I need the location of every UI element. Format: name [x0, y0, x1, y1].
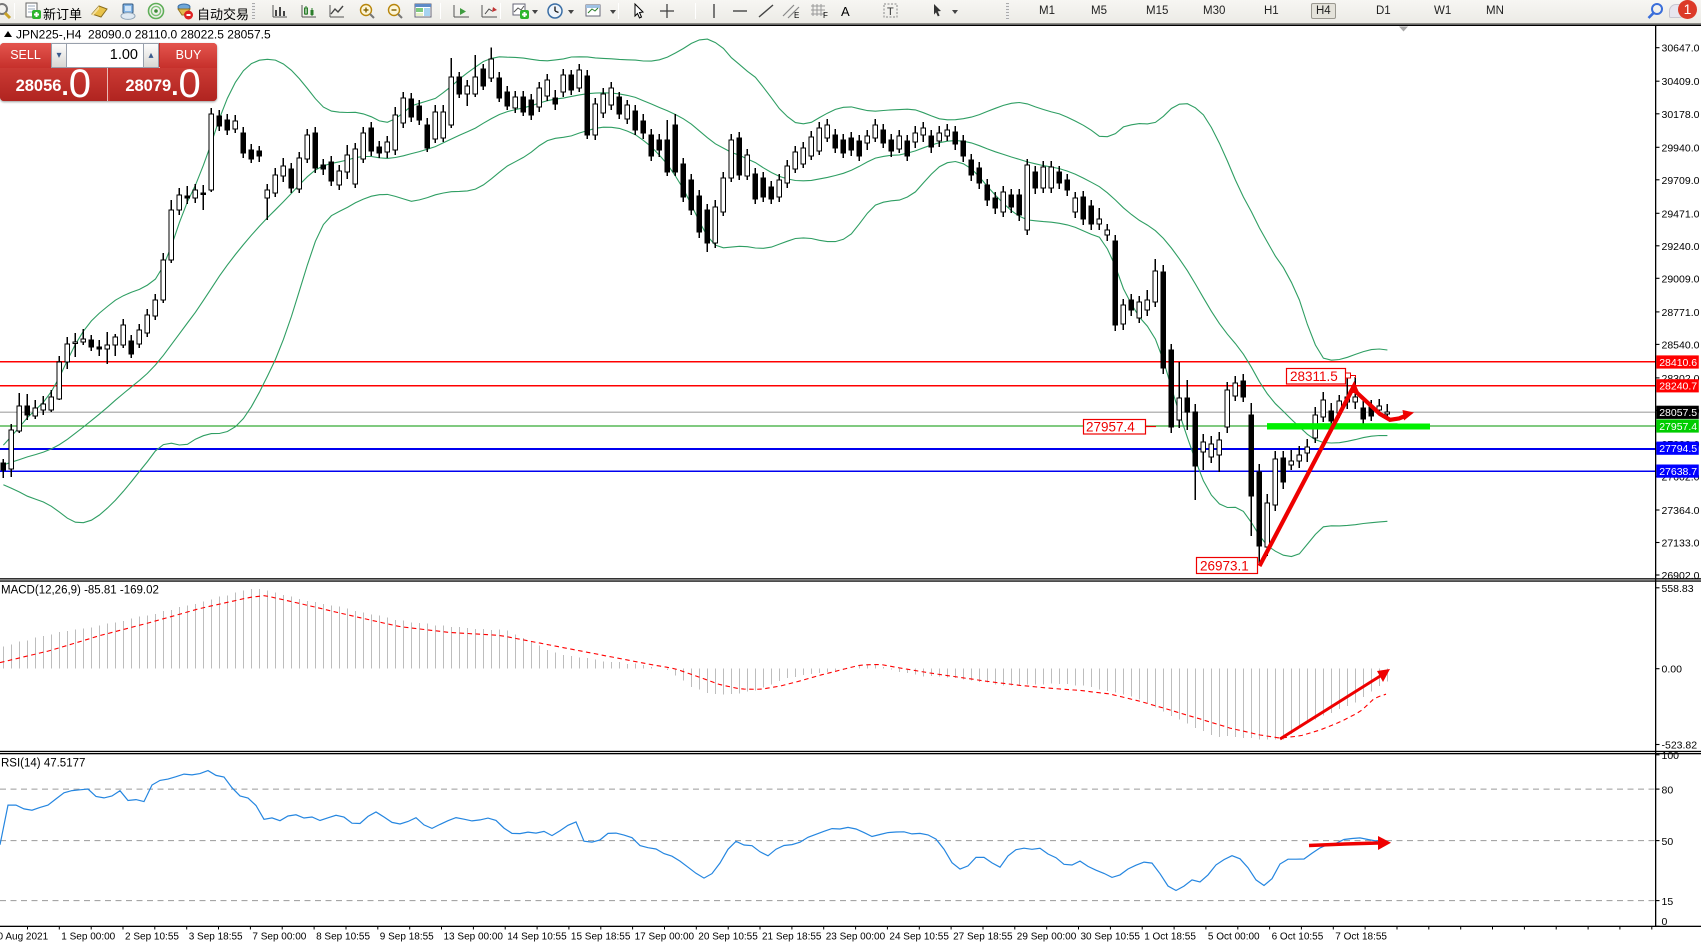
svg-text:3 Sep 18:55: 3 Sep 18:55 — [189, 932, 243, 943]
svg-text:30647.0: 30647.0 — [1662, 43, 1700, 55]
svg-text:30178.0: 30178.0 — [1662, 109, 1700, 121]
svg-text:50: 50 — [1662, 836, 1674, 848]
svg-text:JPN225-,H4 28090.0 28110.0 28: JPN225-,H4 28090.0 28110.0 28022.5 28057… — [16, 28, 271, 42]
svg-text:24 Sep 10:55: 24 Sep 10:55 — [889, 932, 949, 943]
svg-text:14 Sep 10:55: 14 Sep 10:55 — [507, 932, 567, 943]
svg-text:7 Oct 18:55: 7 Oct 18:55 — [1335, 932, 1387, 943]
svg-text:27 Sep 18:55: 27 Sep 18:55 — [953, 932, 1013, 943]
svg-text:1 Oct 18:55: 1 Oct 18:55 — [1144, 932, 1196, 943]
svg-text:7 Sep 00:00: 7 Sep 00:00 — [252, 932, 306, 943]
svg-text:F: F — [823, 11, 828, 20]
svg-text:T: T — [887, 6, 894, 18]
svg-text:A: A — [841, 4, 850, 19]
svg-text:8 Sep 10:55: 8 Sep 10:55 — [316, 932, 370, 943]
svg-text:29009.0: 29009.0 — [1662, 273, 1700, 285]
svg-text:28311.5: 28311.5 — [1290, 369, 1338, 384]
svg-text:28540.0: 28540.0 — [1662, 339, 1700, 351]
svg-text:13 Sep 00:00: 13 Sep 00:00 — [444, 932, 504, 943]
svg-text:21 Sep 18:55: 21 Sep 18:55 — [762, 932, 822, 943]
svg-text:0.00: 0.00 — [1662, 664, 1683, 676]
svg-text:E: E — [794, 11, 799, 20]
svg-text:558.83: 558.83 — [1662, 583, 1694, 595]
svg-text:2 Sep 10:55: 2 Sep 10:55 — [125, 932, 179, 943]
svg-text:29940.0: 29940.0 — [1662, 142, 1700, 154]
svg-text:17 Sep 00:00: 17 Sep 00:00 — [635, 932, 695, 943]
svg-text:27957.4: 27957.4 — [1086, 420, 1135, 435]
svg-text:27794.5: 27794.5 — [1659, 443, 1697, 455]
svg-text:6 Oct 10:55: 6 Oct 10:55 — [1272, 932, 1324, 943]
svg-text:MACD(12,26,9) -85.81 -169.02: MACD(12,26,9) -85.81 -169.02 — [1, 585, 159, 597]
svg-text:1 Sep 00:00: 1 Sep 00:00 — [61, 932, 115, 943]
svg-text:26902.0: 26902.0 — [1662, 570, 1700, 582]
svg-text:29471.0: 29471.0 — [1662, 208, 1700, 220]
svg-text:20 Sep 10:55: 20 Sep 10:55 — [698, 932, 758, 943]
svg-text:30409.0: 30409.0 — [1662, 76, 1700, 88]
svg-text:23 Sep 00:00: 23 Sep 00:00 — [826, 932, 886, 943]
svg-text:100: 100 — [1662, 750, 1680, 762]
svg-text:9 Sep 18:55: 9 Sep 18:55 — [380, 932, 434, 943]
svg-text:29 Sep 00:00: 29 Sep 00:00 — [1017, 932, 1077, 943]
svg-text:5 Oct 00:00: 5 Oct 00:00 — [1208, 932, 1260, 943]
svg-text:15 Sep 18:55: 15 Sep 18:55 — [571, 932, 631, 943]
svg-text:30 Aug 2021: 30 Aug 2021 — [0, 932, 49, 943]
svg-text:28771.0: 28771.0 — [1662, 307, 1700, 319]
svg-text:27133.0: 27133.0 — [1662, 538, 1700, 550]
svg-text:80: 80 — [1662, 784, 1674, 796]
svg-text:28240.7: 28240.7 — [1659, 381, 1697, 393]
svg-text:29240.0: 29240.0 — [1662, 241, 1700, 253]
svg-text:-523.82: -523.82 — [1662, 740, 1698, 752]
svg-text:30 Sep 10:55: 30 Sep 10:55 — [1081, 932, 1141, 943]
svg-text:29709.0: 29709.0 — [1662, 175, 1700, 187]
svg-text:28057.5: 28057.5 — [1659, 407, 1697, 419]
svg-text:15: 15 — [1662, 896, 1674, 908]
svg-text:RSI(14) 47.5177: RSI(14) 47.5177 — [1, 758, 85, 770]
svg-text:28410.6: 28410.6 — [1659, 357, 1697, 369]
svg-text:27957.4: 27957.4 — [1659, 421, 1697, 433]
svg-text:26973.1: 26973.1 — [1200, 559, 1249, 574]
svg-text:27638.7: 27638.7 — [1659, 466, 1697, 478]
svg-text:27364.0: 27364.0 — [1662, 505, 1700, 517]
svg-text:0: 0 — [1662, 916, 1668, 928]
